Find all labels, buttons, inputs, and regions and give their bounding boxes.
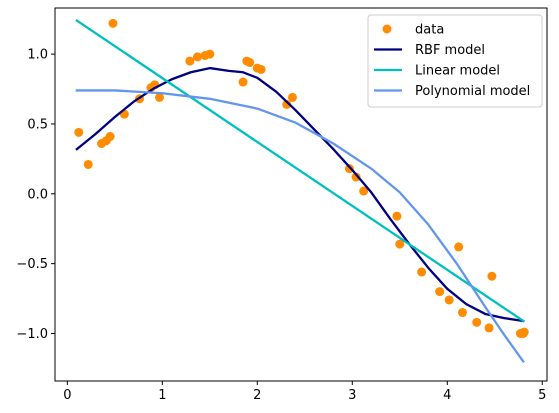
y-tick-label: 0.5 <box>27 117 48 132</box>
plot-area <box>74 18 529 364</box>
data-point <box>185 56 195 66</box>
x-tick-label: 0 <box>63 388 71 403</box>
y-tick-label: 1.0 <box>27 48 48 63</box>
y-tick-label: 0.0 <box>27 187 48 202</box>
data-point <box>238 77 248 87</box>
data-point <box>484 323 494 333</box>
data-point <box>74 127 84 137</box>
data-point <box>487 271 497 281</box>
data-point <box>457 308 467 318</box>
legend-label: Polynomial model <box>415 84 530 99</box>
axes-frame <box>54 7 548 382</box>
series-line-rbf-model <box>75 66 525 323</box>
data-point <box>154 92 164 102</box>
data-point <box>245 57 255 67</box>
axes: 0 1 2 3 4 5 −1.0 −0.5 0.0 0.5 1.0 <box>16 7 548 403</box>
data-point <box>282 99 292 109</box>
data-point <box>205 49 215 59</box>
series-line-linear-model <box>75 18 525 323</box>
data-point <box>83 159 93 169</box>
data-point <box>417 267 427 277</box>
x-tick-label: 5 <box>538 388 546 403</box>
legend-label: data <box>415 23 444 38</box>
x-tick-label: 1 <box>158 388 166 403</box>
data-point <box>444 295 454 305</box>
y-tick-label: −1.0 <box>16 327 48 342</box>
data-point <box>256 64 266 74</box>
series-line-polynomial-model <box>75 89 525 364</box>
data-point <box>192 52 202 62</box>
legend-label: Linear model <box>415 64 500 79</box>
data-point <box>454 242 464 252</box>
legend: data RBF model Linear model Polynomial mode… <box>367 14 543 108</box>
data-point <box>472 317 482 327</box>
x-tick-label: 3 <box>348 388 356 403</box>
x-tick-label: 2 <box>253 388 261 403</box>
data-point <box>395 239 405 249</box>
data-point <box>392 211 402 221</box>
data-point <box>287 92 297 102</box>
y-tick-label: −0.5 <box>16 257 48 272</box>
data-point <box>105 132 115 142</box>
data-point <box>519 327 529 337</box>
data-point <box>435 287 445 297</box>
data-point <box>351 172 361 182</box>
data-point <box>108 18 118 28</box>
legend-marker <box>382 24 392 34</box>
legend-label: RBF model <box>415 43 485 58</box>
legend-box <box>367 14 543 108</box>
x-tick-label: 4 <box>443 388 451 403</box>
data-point <box>359 186 369 196</box>
